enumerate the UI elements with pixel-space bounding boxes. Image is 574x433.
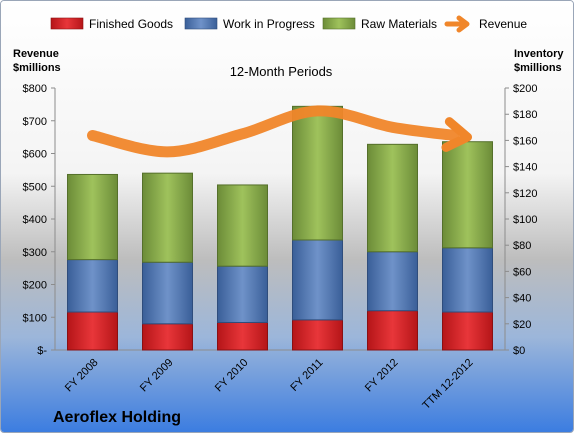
chart-title: 12-Month Periods (230, 64, 333, 79)
legend-swatch-revenue (444, 15, 470, 33)
left-axis-ticks: $- $100 $200 $300 $400 $500 $600 $700 $800 (23, 83, 55, 357)
right-tick-label: $160 (513, 135, 537, 147)
left-tick-label: $700 (23, 116, 47, 128)
legend-swatch-finished-goods (50, 17, 84, 30)
right-tick-label: $140 (513, 162, 537, 174)
left-axis-label-line2: $millions (13, 62, 61, 74)
left-tick-label: $100 (23, 312, 47, 324)
bar-finished-goods (142, 323, 193, 351)
left-tick-label: $- (37, 345, 47, 357)
bar-raw-materials (217, 184, 268, 267)
bar-finished-goods (217, 321, 268, 351)
revenue-line (87, 105, 472, 158)
right-tick-label: $180 (513, 109, 537, 121)
bar-finished-goods (292, 319, 343, 351)
bar-raw-materials (292, 105, 343, 241)
bar-finished-goods (367, 310, 418, 351)
right-tick-label: $20 (513, 319, 531, 331)
right-tick-label: $120 (513, 188, 537, 200)
bars (67, 105, 493, 351)
bar-work-in-progress (292, 239, 343, 321)
right-tick-label: $40 (513, 293, 531, 305)
right-tick-label: $100 (513, 214, 537, 226)
left-tick-label: $400 (23, 214, 47, 226)
legend: Finished Goods Work in Progress Raw Mate… (50, 15, 527, 33)
right-axis-ticks: $0 $20 $40 $60 $80 $100 $120 $140 $160 $180 $200 (505, 83, 537, 357)
right-tick-label: $60 (513, 266, 531, 278)
legend-label-work-in-progress: Work in Progress (223, 17, 315, 31)
bar-raw-materials (67, 173, 118, 261)
bar-finished-goods (442, 311, 493, 351)
bar-work-in-progress (367, 251, 418, 312)
bar-work-in-progress (142, 261, 193, 325)
right-tick-label: $200 (513, 83, 537, 95)
bar-finished-goods (67, 311, 118, 351)
left-tick-label: $200 (23, 280, 47, 292)
left-tick-label: $800 (23, 83, 47, 95)
right-axis-label-line2: $millions (514, 62, 562, 74)
right-tick-label: $80 (513, 240, 531, 252)
bar-work-in-progress (67, 259, 118, 313)
left-tick-label: $300 (23, 247, 47, 259)
left-tick-label: $600 (23, 149, 47, 161)
bar-raw-materials (142, 172, 193, 263)
legend-label-finished-goods: Finished Goods (89, 17, 173, 31)
legend-swatch-raw-materials (322, 17, 356, 30)
legend-swatch-work-in-progress (184, 17, 218, 30)
bar-raw-materials (367, 143, 418, 253)
legend-label-raw-materials: Raw Materials (361, 17, 437, 31)
bar-raw-materials (442, 141, 493, 249)
revenue-line-path (87, 105, 460, 158)
left-axis-label-line1: Revenue (13, 48, 59, 60)
legend-label-revenue: Revenue (479, 17, 527, 31)
left-tick-label: $500 (23, 181, 47, 193)
bar-work-in-progress (217, 265, 268, 323)
bar-work-in-progress (442, 247, 493, 313)
company-name: Aeroflex Holding (53, 409, 181, 426)
right-tick-label: $0 (513, 345, 525, 357)
right-axis-label-line1: Inventory (514, 48, 564, 60)
